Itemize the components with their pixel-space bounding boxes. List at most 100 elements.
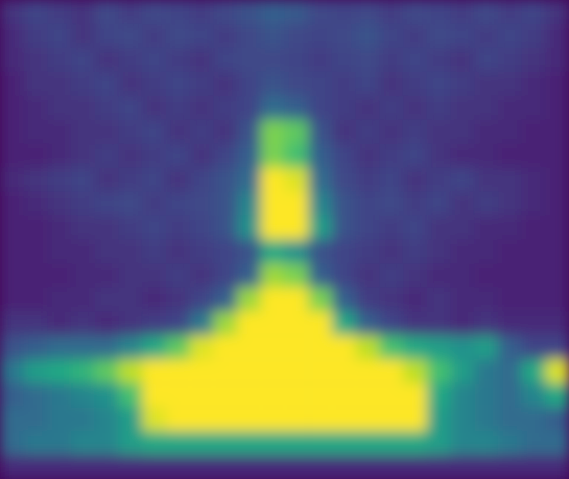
- heat-cell: [474, 431, 498, 456]
- heat-cell: [403, 455, 427, 479]
- heat-cell: [498, 431, 522, 456]
- heat-cell: [47, 72, 71, 97]
- heat-cell: [24, 48, 48, 73]
- heat-cell: [522, 335, 546, 360]
- heat-cell: [190, 359, 214, 384]
- heat-cell: [403, 216, 427, 241]
- heat-cell: [474, 311, 498, 336]
- heat-cell: [427, 72, 451, 97]
- heat-cell: [24, 144, 48, 169]
- heat-cell: [308, 287, 332, 312]
- heat-cell: [403, 407, 427, 432]
- heat-cell: [261, 407, 285, 432]
- heat-cell: [142, 359, 166, 384]
- heat-cell: [24, 407, 48, 432]
- heat-cell: [332, 48, 356, 73]
- heat-cell: [261, 168, 285, 193]
- heat-cell: [142, 431, 166, 456]
- heat-cell: [403, 311, 427, 336]
- heat-cell: [95, 0, 119, 25]
- heat-cell: [142, 287, 166, 312]
- heat-cell: [119, 72, 143, 97]
- heat-cell: [427, 335, 451, 360]
- heat-cell: [166, 240, 190, 265]
- heat-cell: [427, 216, 451, 241]
- heat-cell: [261, 240, 285, 265]
- heat-cell: [119, 192, 143, 217]
- heat-cell: [237, 144, 261, 169]
- heat-cell: [213, 383, 237, 408]
- heat-cell: [0, 431, 24, 456]
- heat-cell: [0, 455, 24, 479]
- heat-cell: [474, 48, 498, 73]
- heat-cell: [450, 335, 474, 360]
- heat-cell: [356, 0, 380, 25]
- heat-cell: [237, 359, 261, 384]
- heat-cell: [356, 96, 380, 121]
- heat-cell: [95, 96, 119, 121]
- heat-cell: [308, 216, 332, 241]
- heat-cell: [379, 96, 403, 121]
- heat-cell: [498, 72, 522, 97]
- heat-cell: [190, 311, 214, 336]
- heat-cell: [545, 216, 569, 241]
- heat-cell: [308, 0, 332, 25]
- heat-cell: [261, 431, 285, 456]
- heat-cell: [285, 311, 309, 336]
- heat-cell: [332, 96, 356, 121]
- heat-cell: [142, 335, 166, 360]
- heat-cell: [332, 120, 356, 145]
- heat-cell: [522, 120, 546, 145]
- heat-cell: [285, 240, 309, 265]
- heat-cell: [213, 168, 237, 193]
- heat-cell: [261, 24, 285, 49]
- heat-cell: [190, 192, 214, 217]
- heat-cell: [308, 383, 332, 408]
- heat-cell: [47, 96, 71, 121]
- heat-cell: [332, 263, 356, 288]
- heat-cell: [166, 96, 190, 121]
- heat-cell: [427, 0, 451, 25]
- heat-cell: [403, 287, 427, 312]
- heat-cell: [403, 240, 427, 265]
- heat-cell: [0, 240, 24, 265]
- heat-cell: [332, 144, 356, 169]
- heat-cell: [190, 120, 214, 145]
- heat-cell: [427, 168, 451, 193]
- heat-cell: [24, 72, 48, 97]
- heat-cell: [0, 216, 24, 241]
- heat-cell: [474, 216, 498, 241]
- heat-cell: [356, 359, 380, 384]
- heat-cell: [95, 287, 119, 312]
- heat-cell: [71, 192, 95, 217]
- heat-cell: [166, 263, 190, 288]
- heat-cell: [47, 24, 71, 49]
- heat-cell: [450, 96, 474, 121]
- heat-cell: [356, 48, 380, 73]
- heat-cell: [47, 120, 71, 145]
- heat-cell: [0, 311, 24, 336]
- heat-cell: [213, 431, 237, 456]
- heat-cell: [427, 407, 451, 432]
- heat-cell: [474, 240, 498, 265]
- heat-cell: [379, 311, 403, 336]
- heat-cell: [261, 455, 285, 479]
- heat-cell: [332, 24, 356, 49]
- heat-cell: [166, 455, 190, 479]
- heat-cell: [119, 168, 143, 193]
- heat-cell: [522, 72, 546, 97]
- heat-cell: [450, 455, 474, 479]
- heat-cell: [190, 335, 214, 360]
- heat-cell: [285, 0, 309, 25]
- heat-cell: [379, 383, 403, 408]
- heat-cell: [95, 144, 119, 169]
- heat-cell: [379, 335, 403, 360]
- heat-cell: [403, 0, 427, 25]
- heat-cell: [332, 192, 356, 217]
- heat-cell: [0, 407, 24, 432]
- heat-cell: [71, 120, 95, 145]
- heat-cell: [308, 192, 332, 217]
- heat-cell: [213, 48, 237, 73]
- heat-cell: [261, 192, 285, 217]
- heat-cell: [119, 287, 143, 312]
